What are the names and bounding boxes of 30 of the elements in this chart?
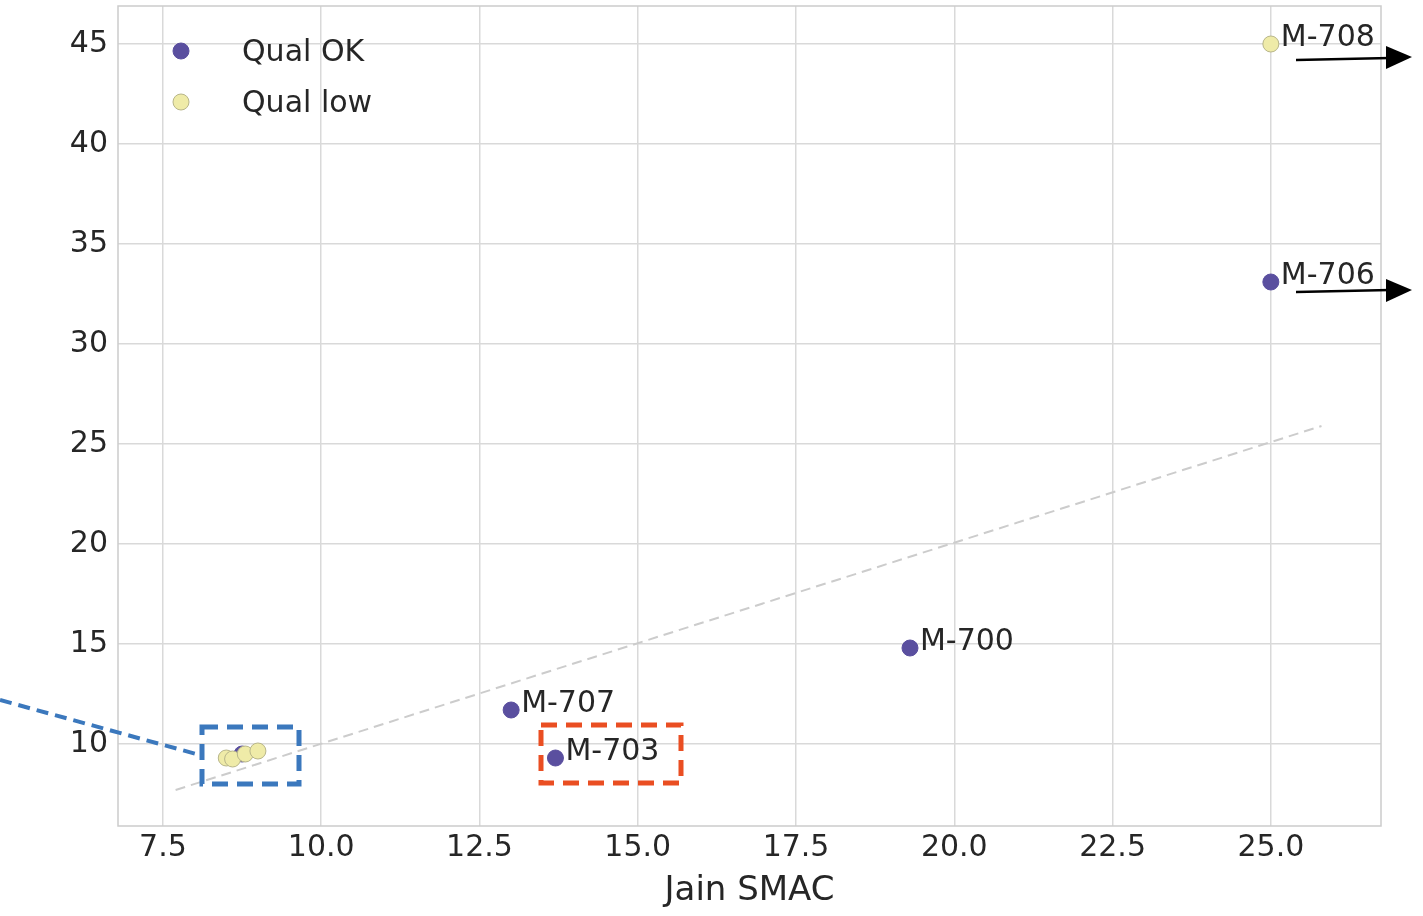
y-tick-label: 30 [69,323,108,359]
annotation: M-707 [521,684,616,719]
legend-label: Qual OK [242,32,366,68]
y-tick-label: 20 [69,523,108,559]
point [546,749,564,767]
y-tick-label: 45 [69,23,108,59]
annotation: M-703 [565,732,660,767]
annotation: M-700 [919,622,1014,657]
x-tick-label: 25.0 [1237,827,1305,863]
y-tick-label: 25 [69,423,108,459]
annotation: M-708 [1280,18,1375,53]
y-tick-label: 15 [69,623,108,659]
point [1262,35,1280,53]
x-tick-label: 20.0 [920,827,988,863]
annotation: M-706 [1280,256,1375,291]
x-tick-label: 10.0 [287,827,355,863]
x-axis-title: Jain SMAC [662,868,835,909]
x-tick-label: 7.5 [139,827,187,863]
legend-label: Qual low [242,83,373,119]
y-tick-label: 10 [69,723,108,759]
x-tick-label: 22.5 [1079,827,1146,863]
point [502,701,520,719]
x-tick-label: 15.0 [604,827,672,863]
x-tick-label: 17.5 [762,827,830,863]
point [249,742,267,760]
y-tick-label: 35 [69,223,108,259]
y-tick-label: 40 [69,123,108,159]
point [901,639,919,657]
point [1262,273,1280,291]
x-tick-label: 12.5 [446,827,513,863]
